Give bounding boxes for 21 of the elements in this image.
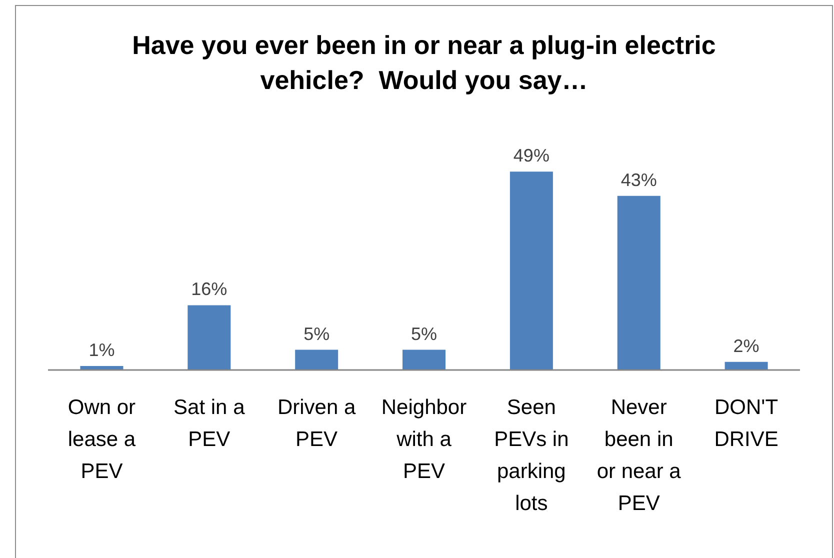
x-tick-label: Sat in a PEV: [174, 396, 246, 451]
data-label: 1%: [88, 340, 115, 360]
x-tick-label: Neighbor with a PEV: [381, 396, 467, 483]
bar: [402, 350, 446, 370]
x-tick-label: Own or lease a PEV: [68, 396, 136, 483]
data-label: 2%: [733, 336, 760, 356]
x-tick-label: DON'T DRIVE: [714, 396, 778, 451]
chart-title: Have you ever been in or near a plug-in electric vehicle? Would you say…: [131, 29, 717, 97]
bar: [295, 350, 338, 370]
bar: [724, 362, 768, 370]
x-tick-label: Driven a PEV: [277, 396, 356, 451]
x-tick-label: Seen PEVs in parking lots: [494, 396, 569, 515]
x-tick-label: Never been in or near a PEV: [596, 396, 682, 515]
bar: [188, 305, 231, 370]
data-label: 5%: [304, 324, 330, 344]
bar: [617, 196, 660, 370]
data-label: 16%: [191, 279, 228, 300]
data-label: 43%: [620, 170, 657, 190]
data-label: 5%: [411, 324, 438, 344]
bar: [510, 172, 553, 370]
data-label: 49%: [513, 146, 550, 166]
